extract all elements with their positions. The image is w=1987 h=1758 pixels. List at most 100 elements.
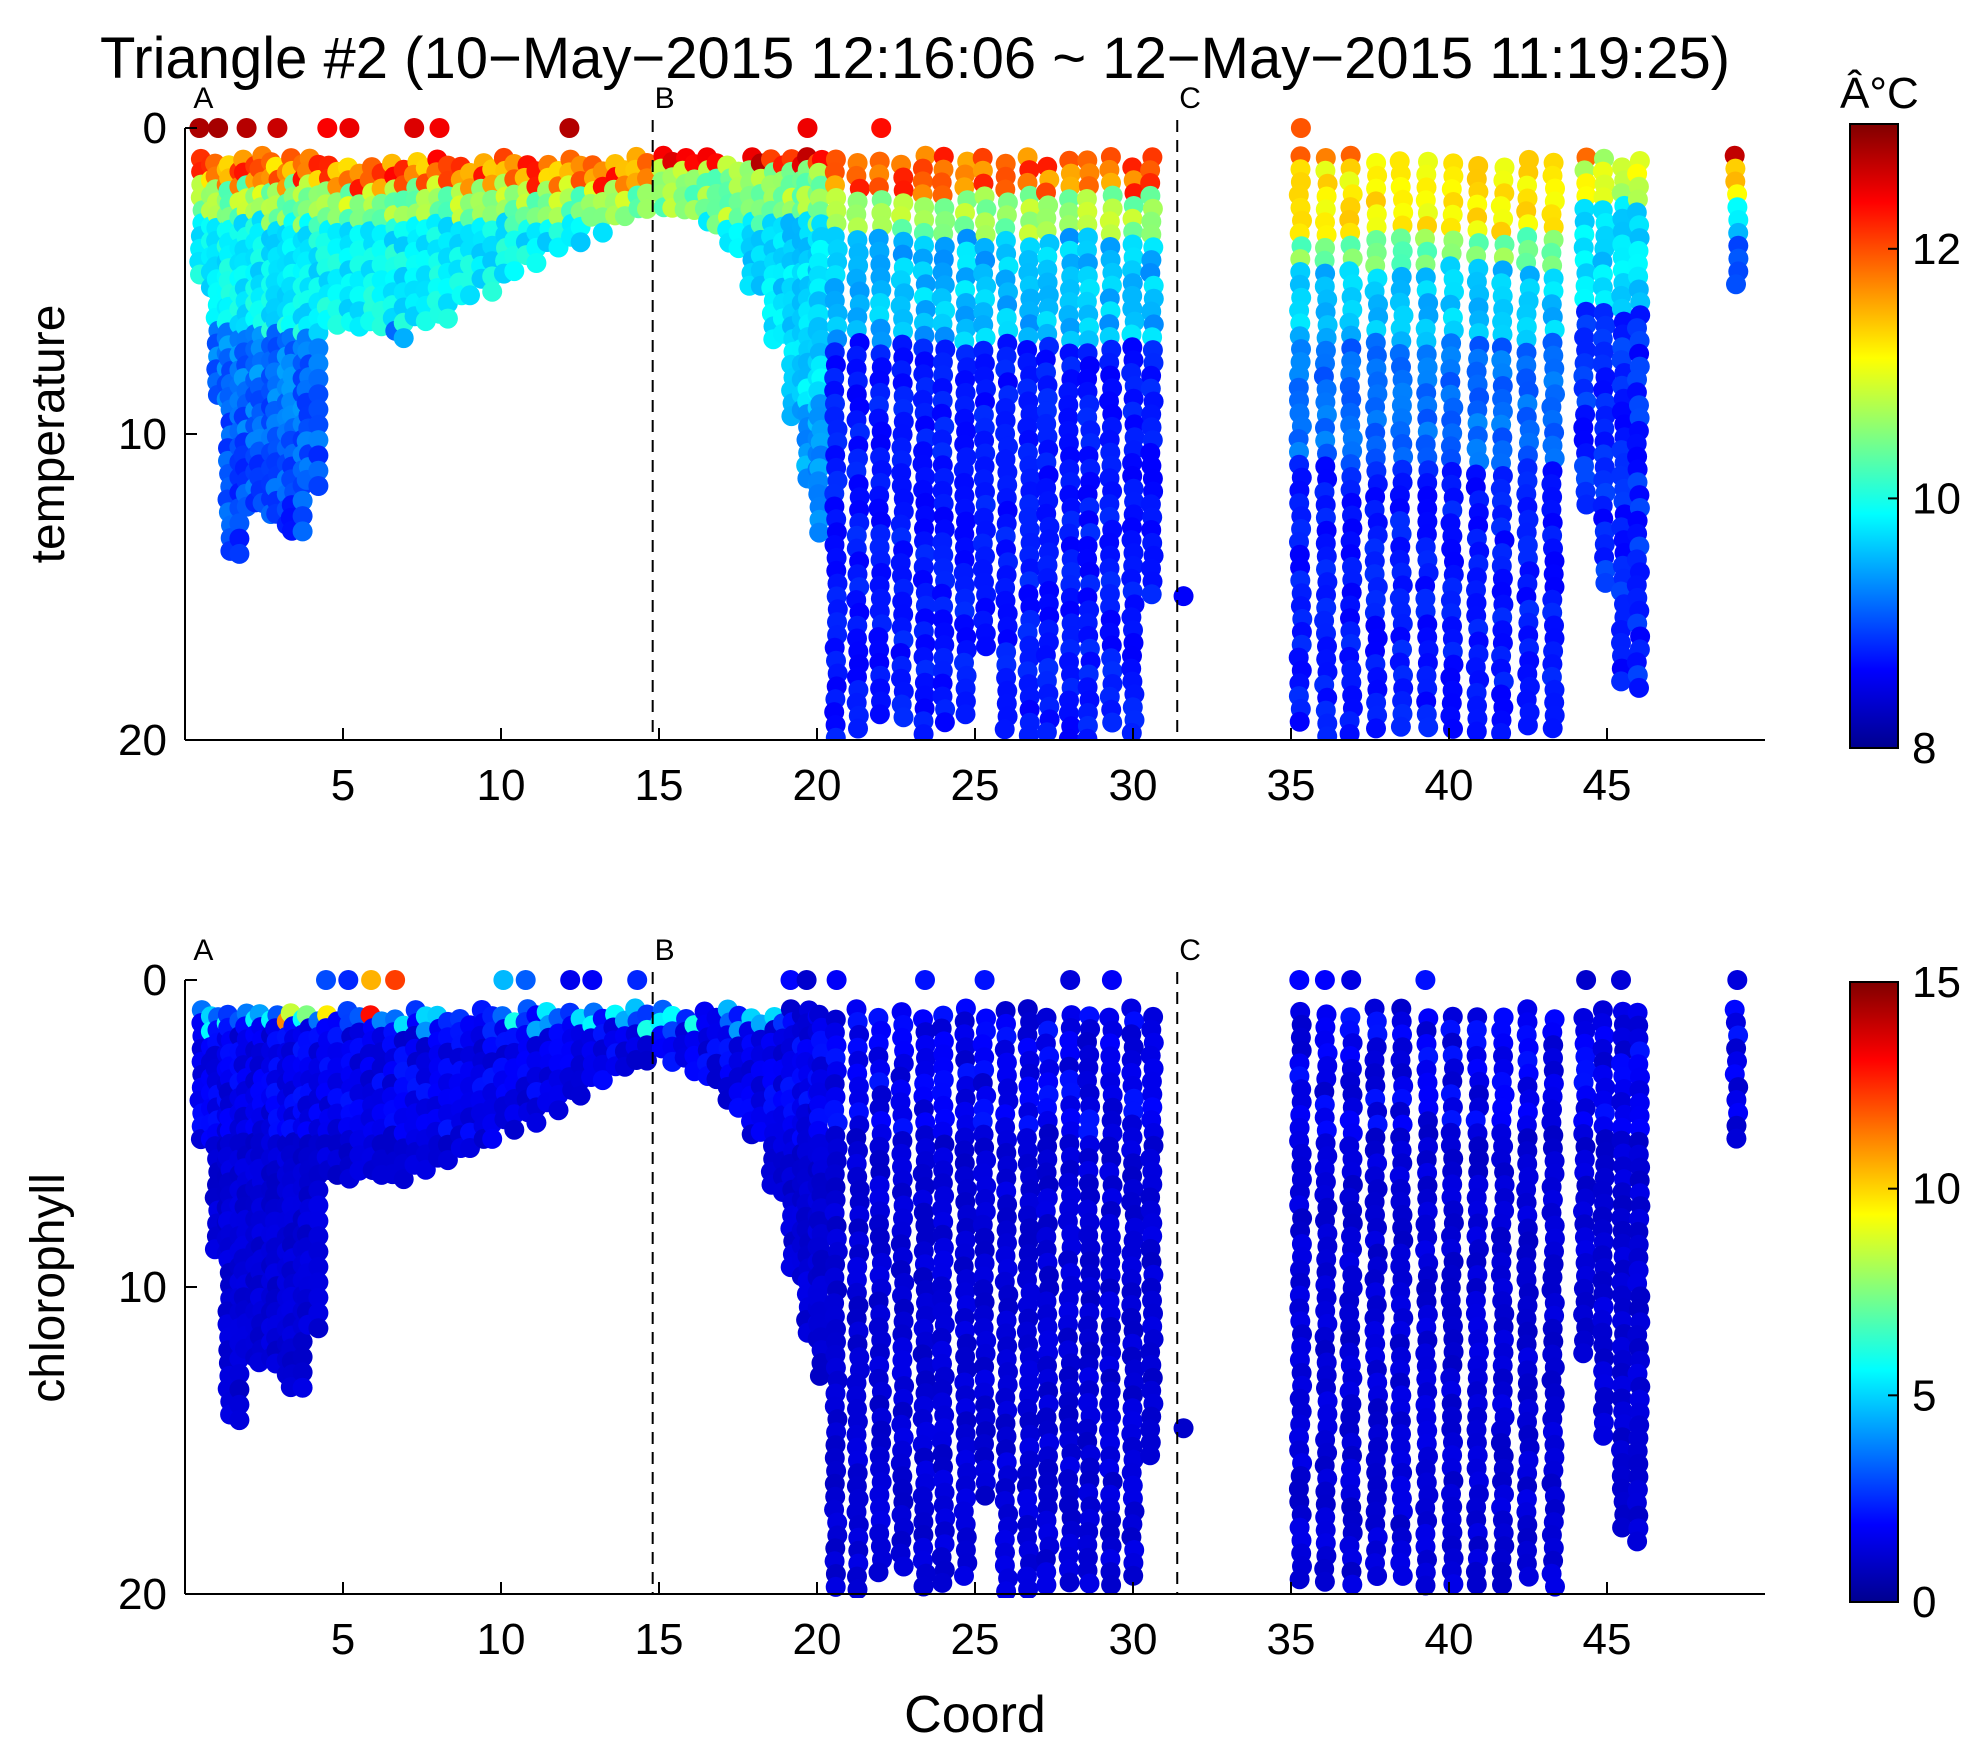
data-point: [292, 1377, 313, 1398]
data-point: [1573, 1343, 1594, 1364]
x-tick-label: 5: [331, 761, 355, 810]
figure-title: Triangle #2 (10−May−2015 12:16:06 ~ 12−M…: [100, 26, 1730, 91]
data-point: [627, 970, 648, 990]
data-point: [1392, 1565, 1413, 1586]
data-point: [1542, 718, 1563, 739]
data-point: [493, 970, 514, 990]
data-point: [869, 704, 890, 725]
data-point: [361, 970, 382, 990]
x-tick-label: 25: [951, 761, 1000, 810]
x-tick-label: 5: [331, 1615, 355, 1664]
data-point: [826, 970, 847, 990]
data-point: [1102, 712, 1123, 733]
data-point: [825, 1576, 846, 1597]
data-point: [327, 1026, 348, 1047]
data-point: [871, 118, 892, 138]
x-tick-label: 40: [1425, 1615, 1474, 1664]
data-point: [308, 384, 329, 405]
data-point: [308, 1195, 329, 1216]
data-point: [308, 445, 329, 466]
data-point: [1290, 118, 1311, 138]
data-point: [1366, 718, 1386, 739]
x-tick-label: 35: [1267, 1615, 1316, 1664]
x-tick-label: 40: [1425, 761, 1474, 810]
temperature-station-lines: [651, 120, 1179, 740]
data-point: [393, 1169, 414, 1190]
data-point: [229, 1410, 250, 1431]
data-point: [1173, 1418, 1194, 1439]
data-point: [1101, 970, 1122, 990]
y-tick-label: 0: [143, 956, 167, 1005]
data-point: [1518, 1566, 1539, 1587]
data-point: [994, 719, 1015, 740]
data-point: [308, 1241, 329, 1262]
data-point: [893, 707, 914, 728]
data-point: [809, 522, 830, 543]
data-point: [504, 261, 525, 282]
station-label: B: [655, 934, 675, 967]
data-point: [570, 232, 591, 253]
chlorophyll-data-points: [189, 970, 1749, 1598]
x-tick-label: 15: [635, 1615, 684, 1664]
data-point: [1079, 1573, 1100, 1594]
data-point: [308, 1256, 329, 1277]
data-point: [893, 1556, 914, 1577]
data-point: [316, 970, 336, 990]
station-label: C: [1179, 934, 1201, 967]
temperature-data-points: [189, 118, 1749, 740]
data-point: [208, 118, 229, 138]
data-point: [292, 1331, 313, 1352]
data-point: [809, 1365, 830, 1386]
data-point: [1140, 1445, 1161, 1466]
data-point: [1545, 1576, 1565, 1597]
data-point: [1727, 970, 1748, 990]
data-point: [1123, 1565, 1144, 1586]
data-point: [1443, 1574, 1464, 1595]
data-point: [1101, 1574, 1122, 1595]
colorbar-tick-label: 0: [1912, 1578, 1936, 1627]
data-point: [1342, 1574, 1363, 1595]
temperature-colorbar-gradient: [1849, 123, 1899, 749]
data-point: [780, 970, 801, 990]
data-point: [308, 368, 329, 389]
data-point: [1060, 970, 1081, 990]
data-point: [847, 1579, 868, 1598]
colorbar-tick-label: 12: [1912, 225, 1961, 274]
data-point: [229, 1394, 250, 1415]
data-point: [393, 328, 414, 349]
data-point: [1629, 677, 1649, 698]
data-point: [292, 506, 313, 527]
chlorophyll-station-lines: [651, 972, 1179, 1594]
colorbar-tick-label: 8: [1912, 724, 1936, 773]
data-point: [1314, 970, 1335, 990]
data-point: [1390, 716, 1411, 737]
data-point: [1517, 715, 1538, 736]
data-point: [1492, 1574, 1512, 1595]
y-tick-label: 20: [118, 1570, 167, 1619]
data-point: [796, 970, 817, 990]
data-point: [976, 636, 996, 657]
x-tick-label: 30: [1109, 761, 1158, 810]
x-tick-label: 20: [793, 761, 842, 810]
colorbar-tick-label: 5: [1912, 1371, 1936, 1420]
data-point: [592, 222, 613, 243]
data-point: [996, 1581, 1017, 1598]
data-point: [308, 414, 329, 435]
data-point: [560, 970, 581, 990]
data-point: [504, 1119, 525, 1140]
data-point: [1466, 721, 1487, 740]
data-point: [308, 399, 329, 420]
x-tick-label: 20: [793, 1615, 842, 1664]
data-point: [1611, 970, 1631, 990]
y-tick-label: 20: [118, 716, 167, 765]
colorbar-tick-label: 10: [1912, 474, 1961, 523]
data-point: [1339, 724, 1360, 740]
station-label: A: [193, 82, 213, 115]
y-tick-label: 0: [143, 104, 167, 153]
